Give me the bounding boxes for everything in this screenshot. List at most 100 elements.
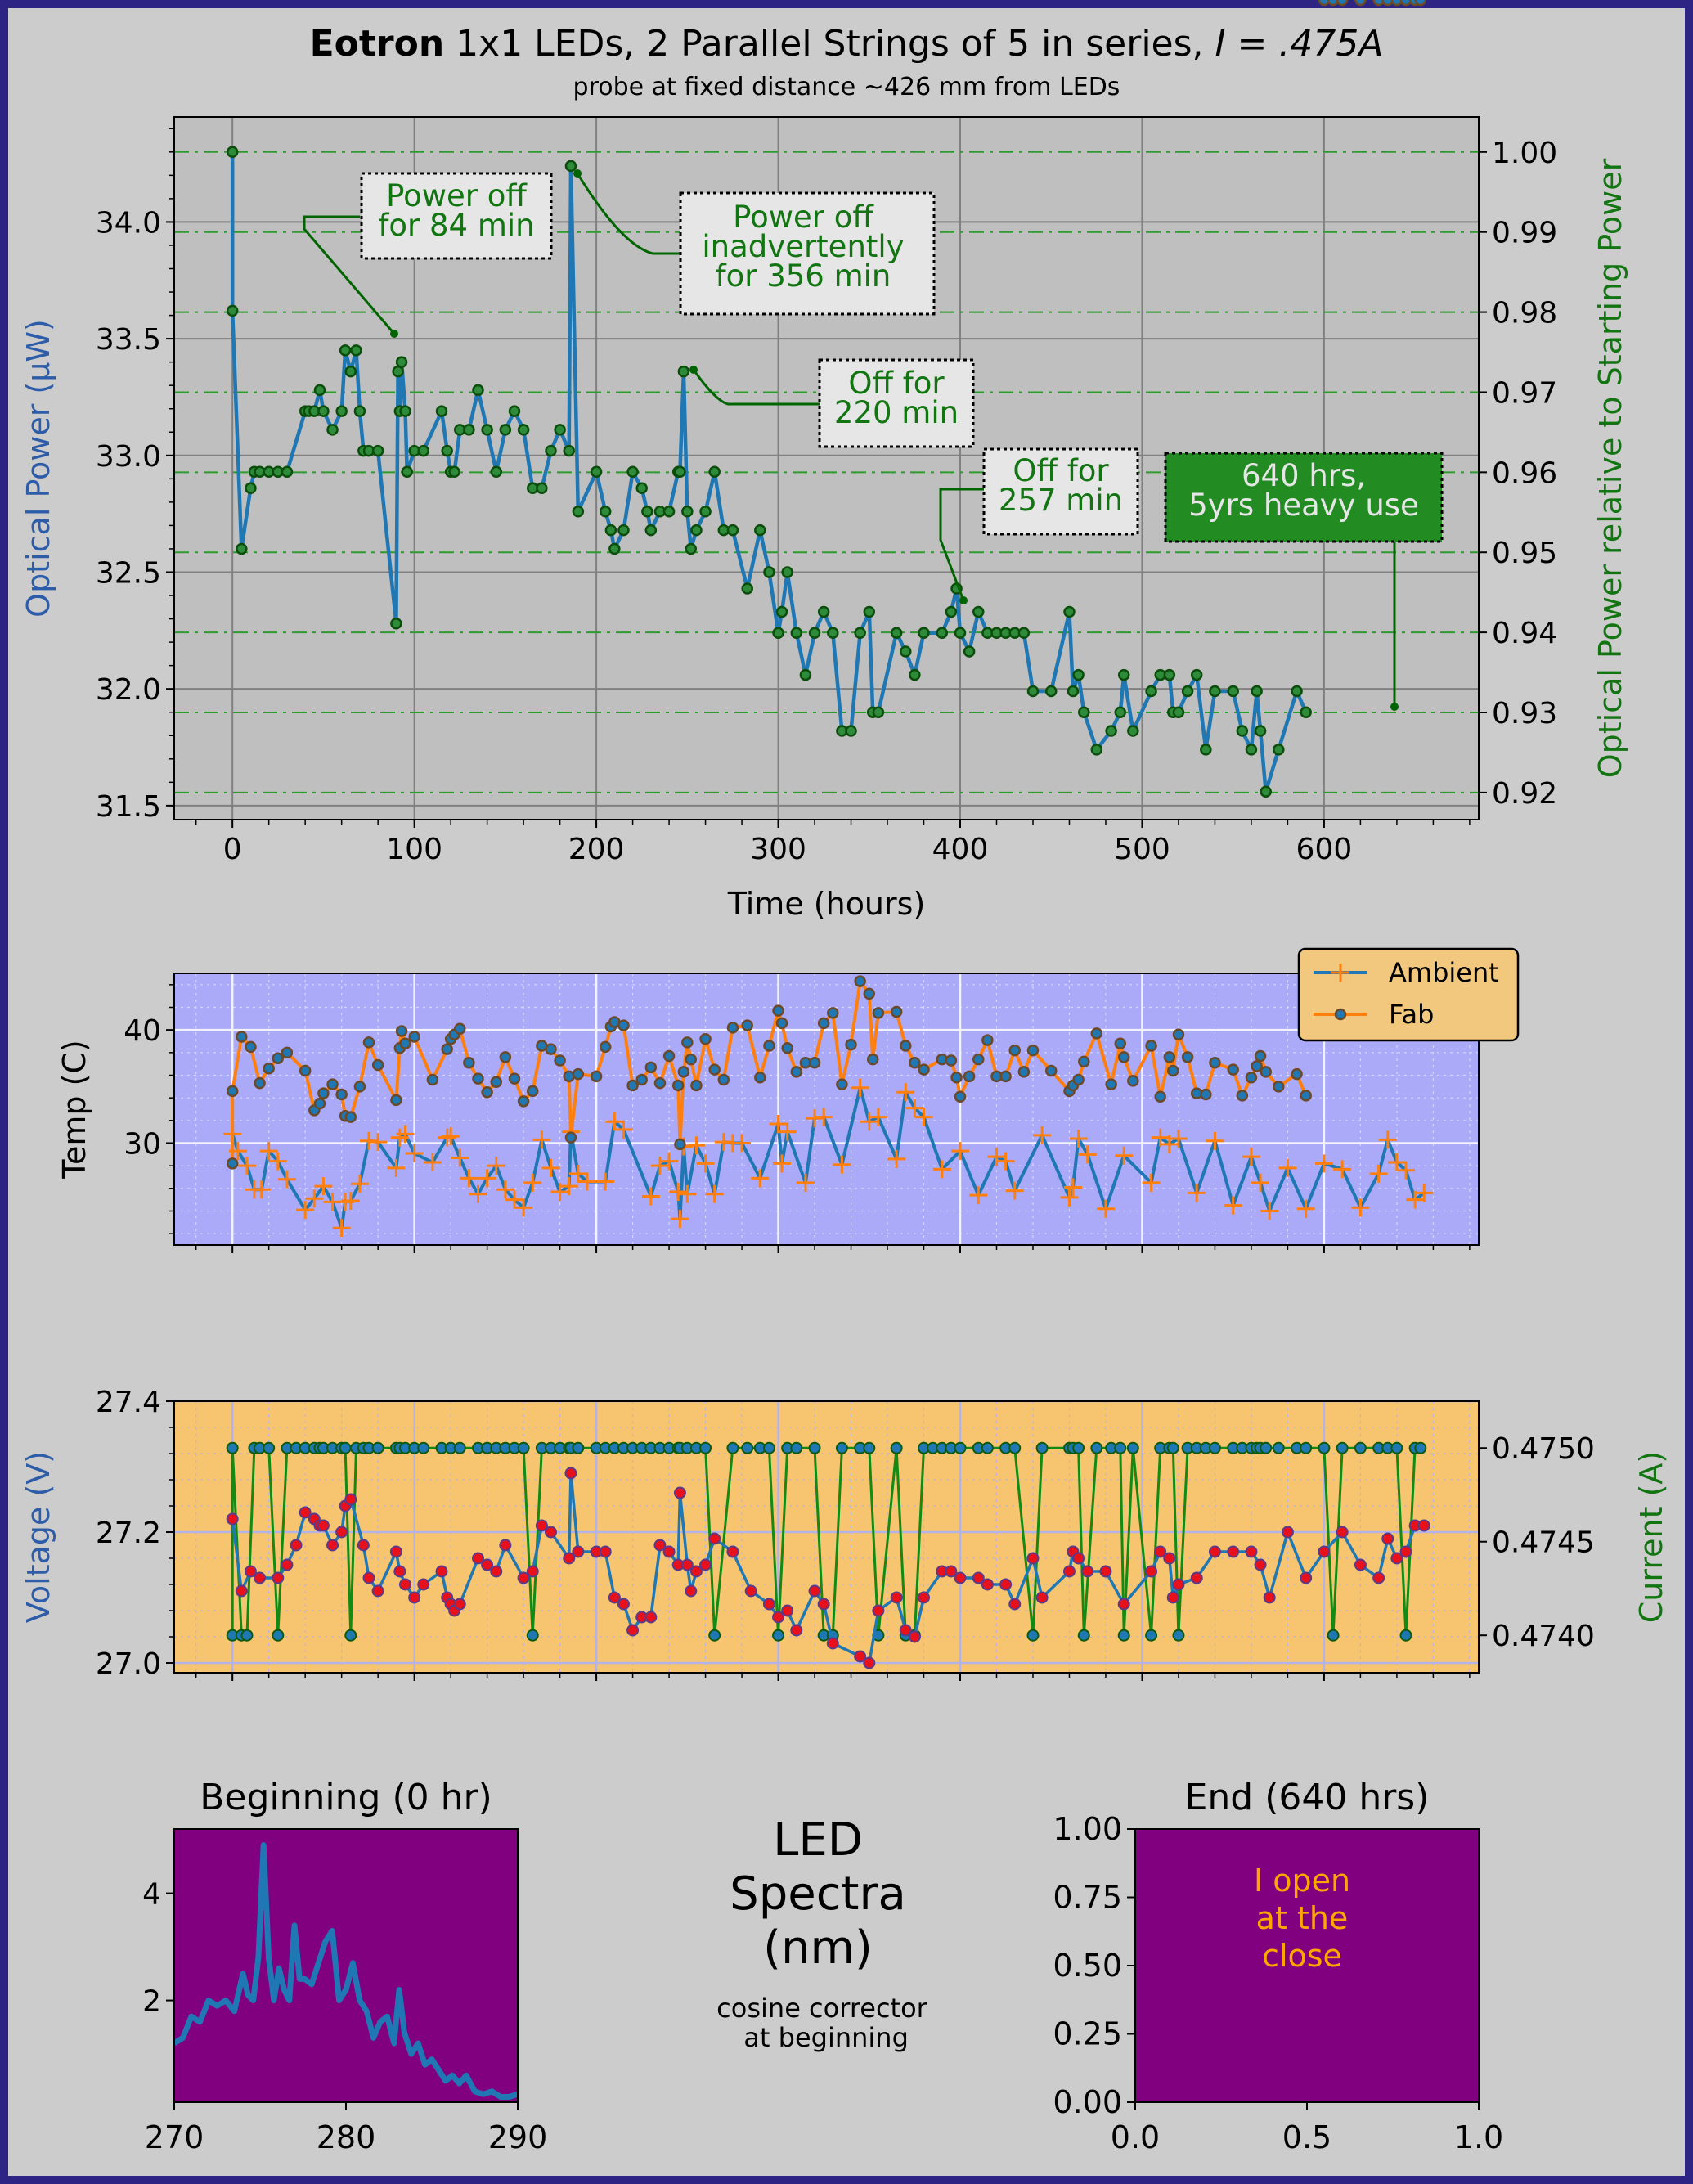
ambient-point [833,1155,851,1174]
fab-point [1026,1044,1040,1057]
optical-power-point [590,465,603,479]
fab-point [1167,1064,1179,1077]
fab-point [890,1005,903,1018]
current-point [835,1441,848,1454]
y-tick-label: 34.0 [96,206,161,240]
voltage-point [1372,1571,1385,1584]
ambient-point [596,1172,615,1191]
y-tick-label: 27.4 [96,1386,161,1419]
voltage-point [1072,1552,1085,1565]
x-axis-label: Time (hours) [727,886,926,922]
optical-power-point [236,542,248,555]
optical-power-point [1117,668,1130,681]
optical-power-point [490,465,502,479]
y-tick-label: 27.0 [96,1647,161,1681]
ambient-point [541,1158,560,1177]
ambient-point [1260,1202,1279,1220]
plot-area [1134,1828,1480,2103]
ambient-point [514,1198,533,1217]
optical-power-point [472,384,484,397]
voltage-point [762,1598,775,1611]
current-point [1145,1629,1158,1642]
annotation-text: Power off inadvertently for 356 min [702,200,904,294]
optical-power-point [1200,744,1212,756]
y-right-tick-label: 1.00 [1492,137,1557,170]
fab-point [254,1076,266,1090]
optical-power-point [1026,685,1040,698]
fab-point [226,1085,239,1098]
fab-point [1245,1072,1258,1084]
figure-subtitle: probe at fixed distance ~426 mm from LED… [573,73,1120,101]
ambient-point [1314,1154,1333,1173]
ambient-point [1296,1199,1315,1218]
voltage-point [1300,1571,1313,1584]
annotation-arrowhead [1390,703,1399,711]
annotation-text: Off for 220 min [834,366,959,430]
optical-power-point [1300,706,1312,718]
fab-point [918,1063,930,1076]
ambient-point [396,1125,415,1144]
ambient-point [577,1172,596,1191]
ambient-point [905,1099,924,1117]
voltage-point [244,1565,257,1578]
voltage-point [908,1630,921,1643]
fab-point [1254,1049,1267,1063]
optical-power-point [781,566,793,578]
optical-power-point [508,405,521,417]
optical-power-point [1105,725,1117,737]
ambient-point [523,1173,542,1192]
ambient-point [696,1154,715,1173]
spectrum-end-panel: 0.00 0.25 0.50 0.75 1.00 0.0 0.5 1.0 End (640 hr… [1053,1777,1503,2155]
voltage-point [899,1624,912,1637]
ambient-point [532,1130,551,1149]
current-point [981,1441,994,1454]
y-right-tick-label: 0.92 [1492,777,1557,811]
fab-point [817,1017,830,1030]
fab-point [909,1057,921,1069]
optical-power-point [641,506,653,518]
annotation-box [679,191,936,316]
voltage-point [1354,1558,1367,1571]
voltage-point [726,1545,739,1558]
ambient-point [869,1108,887,1126]
voltage-point [1035,1591,1049,1604]
voltage-point [981,1578,994,1591]
optical-power-point [481,424,493,436]
voltage-point [471,1552,484,1565]
voltage-point [1390,1552,1403,1565]
current-point [339,1441,352,1454]
fab-point [1236,1090,1249,1102]
voltage-point [408,1591,421,1604]
y-tick-label: 32.0 [96,673,161,707]
ambient-point [769,1114,788,1133]
ambient-point [932,1160,951,1179]
fab-point [371,1058,384,1072]
ambient-point [887,1149,906,1168]
fab-point [1273,1081,1285,1093]
ambient-point [387,1158,406,1177]
fab-point [1008,1044,1021,1057]
voltage-point [481,1558,494,1571]
y-right-axis-label: Current (A) [1633,1451,1669,1623]
y-tick-label: 4 [142,1878,161,1912]
fab-point [866,1053,879,1066]
spectrum-line [173,1842,519,2100]
fab-point [1145,1040,1157,1052]
voltage-point [389,1545,402,1558]
y-tick-label: 33.0 [96,440,161,474]
fab-point [854,975,866,987]
ambient-point [896,1083,915,1102]
optical-power-point [371,444,384,457]
current-point [371,1441,384,1454]
fab-point [754,1072,766,1084]
ambient-point [305,1189,324,1208]
voltage-point [1245,1545,1258,1558]
voltage-point [535,1519,548,1532]
ambient-point [469,1184,487,1203]
optical-power-point [685,542,698,555]
annotation-box [360,172,553,260]
optical-power-point [726,524,739,537]
annotation-arrow [692,369,820,406]
fab-point [674,1138,686,1151]
